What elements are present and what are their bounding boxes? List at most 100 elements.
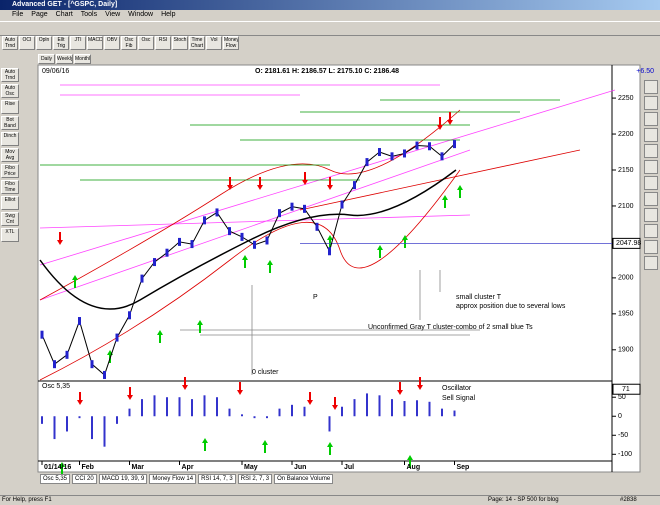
side-button[interactable]: XTL [1, 228, 19, 242]
status-bar: For Help, press F1 Page: 14 - SP 500 for… [0, 495, 660, 505]
osc-bar [266, 416, 268, 419]
annotation: 0 cluster [252, 369, 279, 376]
period-tab[interactable]: Monthly [74, 54, 91, 64]
menu-item[interactable]: View [105, 11, 121, 18]
x-tick-label: Feb [82, 464, 94, 471]
tool-button[interactable]: Osc [138, 36, 154, 50]
annotation: Sell Signal [442, 395, 476, 402]
price-bar [278, 209, 281, 218]
status-page: Page: 14 - SP 500 for blog [488, 497, 559, 503]
indicator-tabs: Osc 5,35 CCI 20 MACD 19, 39, 9 Money Flow 1… [40, 474, 334, 484]
osc-bar [128, 408, 131, 417]
period-tab[interactable]: Weekly [56, 54, 73, 64]
y-tick-label: 2000 [618, 275, 634, 282]
osc-bar [53, 416, 56, 440]
osc-bar [116, 416, 118, 424]
osc-bar [66, 416, 68, 432]
tool-button[interactable]: OCI [19, 36, 35, 50]
indicator-tab[interactable]: On Balance Volume [274, 474, 334, 484]
up-arrow [402, 235, 408, 248]
price-bar [65, 350, 69, 359]
annotation: Unconfirmed Gray T cluster-combo of 2 sm… [368, 324, 533, 331]
period-tabs: Daily Weekly Monthly [38, 54, 91, 64]
menu-item[interactable]: Page [31, 11, 48, 18]
indicator-tab[interactable]: CCI 20 [72, 474, 97, 484]
period-tab[interactable]: Daily [38, 54, 55, 64]
side-button[interactable]: Dinch [1, 132, 19, 146]
price-bar [403, 149, 406, 158]
side-button[interactable]: Auto Trnd [1, 68, 19, 82]
osc-bar [178, 397, 181, 417]
side-button[interactable]: Mov Avg [1, 148, 19, 162]
price-line [41, 143, 455, 376]
menu-item[interactable]: Tools [80, 11, 98, 18]
up-arrow [377, 245, 383, 258]
menu-item[interactable]: File [12, 11, 24, 18]
indicator-tab[interactable]: RSI 14, 7, 3 [198, 474, 236, 484]
tool-button[interactable]: OBV [104, 36, 120, 50]
annotation: small cluster T [456, 294, 502, 301]
y-tick-label: 1950 [618, 311, 634, 318]
tool-button[interactable]: Time Chart [189, 36, 205, 50]
price-bar [340, 200, 344, 209]
osc-bar [241, 414, 243, 417]
osc-bar [103, 416, 106, 447]
current-label: 71 [622, 386, 630, 393]
tool-button[interactable]: Ellt Trig [53, 36, 69, 50]
osc-bar [378, 395, 381, 417]
price-bar [453, 140, 456, 149]
green-lines [40, 99, 560, 181]
side-button[interactable]: Bot Band [1, 116, 19, 130]
side-button[interactable]: Auto Osc [1, 84, 19, 98]
indicator-tab[interactable]: MACD 19, 39, 9 [98, 474, 148, 484]
menu-item[interactable]: Help [161, 11, 176, 18]
osc-bar [391, 399, 393, 417]
osc-bar [428, 401, 431, 417]
x-tick-label: Mar [132, 464, 145, 471]
side-button[interactable]: Elliot [1, 196, 19, 210]
osc-bar [78, 416, 81, 419]
side-button[interactable]: Fibo Price [1, 164, 19, 178]
tool-button[interactable]: Auto Trnd [2, 36, 18, 50]
indicator-tab[interactable]: Money Flow 14 [149, 474, 197, 484]
osc-bar [278, 408, 281, 417]
tool-button[interactable]: MACD [87, 36, 103, 50]
indicator-tab[interactable]: RSI 2, 7, 3 [237, 474, 273, 484]
tool-button[interactable]: JTI [70, 36, 86, 50]
up-arrow [72, 275, 78, 288]
status-count: #2838 [620, 497, 637, 503]
osc-bar [253, 416, 256, 419]
tool-button[interactable]: Money Flow [223, 36, 239, 50]
price-bar [378, 148, 381, 157]
chart-frame [37, 64, 641, 473]
price-bar [315, 222, 319, 231]
tool-button[interactable]: Opln [36, 36, 52, 50]
osc-bar [166, 397, 168, 417]
y-tick-label: 2150 [618, 167, 634, 174]
price-bar [428, 142, 431, 151]
tool-button[interactable]: Osc Fib [121, 36, 137, 50]
menu-item[interactable]: Window [128, 11, 154, 18]
menu-item[interactable]: Chart [55, 11, 73, 18]
price-bar [153, 258, 156, 267]
y-tick-label: 50 [618, 394, 626, 401]
y-tick-label: 0 [618, 413, 622, 420]
x-tick-label: Aug [407, 464, 421, 471]
price-bar [215, 208, 219, 217]
side-button[interactable]: Rise [1, 100, 19, 114]
y-tick-label: 1900 [618, 347, 634, 354]
tool-button[interactable]: Vol [206, 36, 222, 50]
y-tick-label: 2250 [618, 95, 634, 102]
left-toolbar: Auto Trnd Auto Osc Rise Bot Band Dinch Mov Av… [1, 68, 21, 242]
right-toolbar [644, 80, 658, 280]
osc-bar [216, 397, 218, 417]
side-button[interactable]: Fibo Time [1, 180, 19, 194]
tool-button[interactable]: RSI [155, 36, 171, 50]
indicator-tab[interactable]: Osc 5,35 [40, 474, 71, 484]
tool-button[interactable]: Stoch [172, 36, 188, 50]
side-button[interactable]: Swg Cnt [1, 212, 19, 226]
osc-bar [203, 395, 206, 417]
down-arrow [447, 112, 453, 125]
y-tick-label: 2200 [618, 131, 634, 138]
